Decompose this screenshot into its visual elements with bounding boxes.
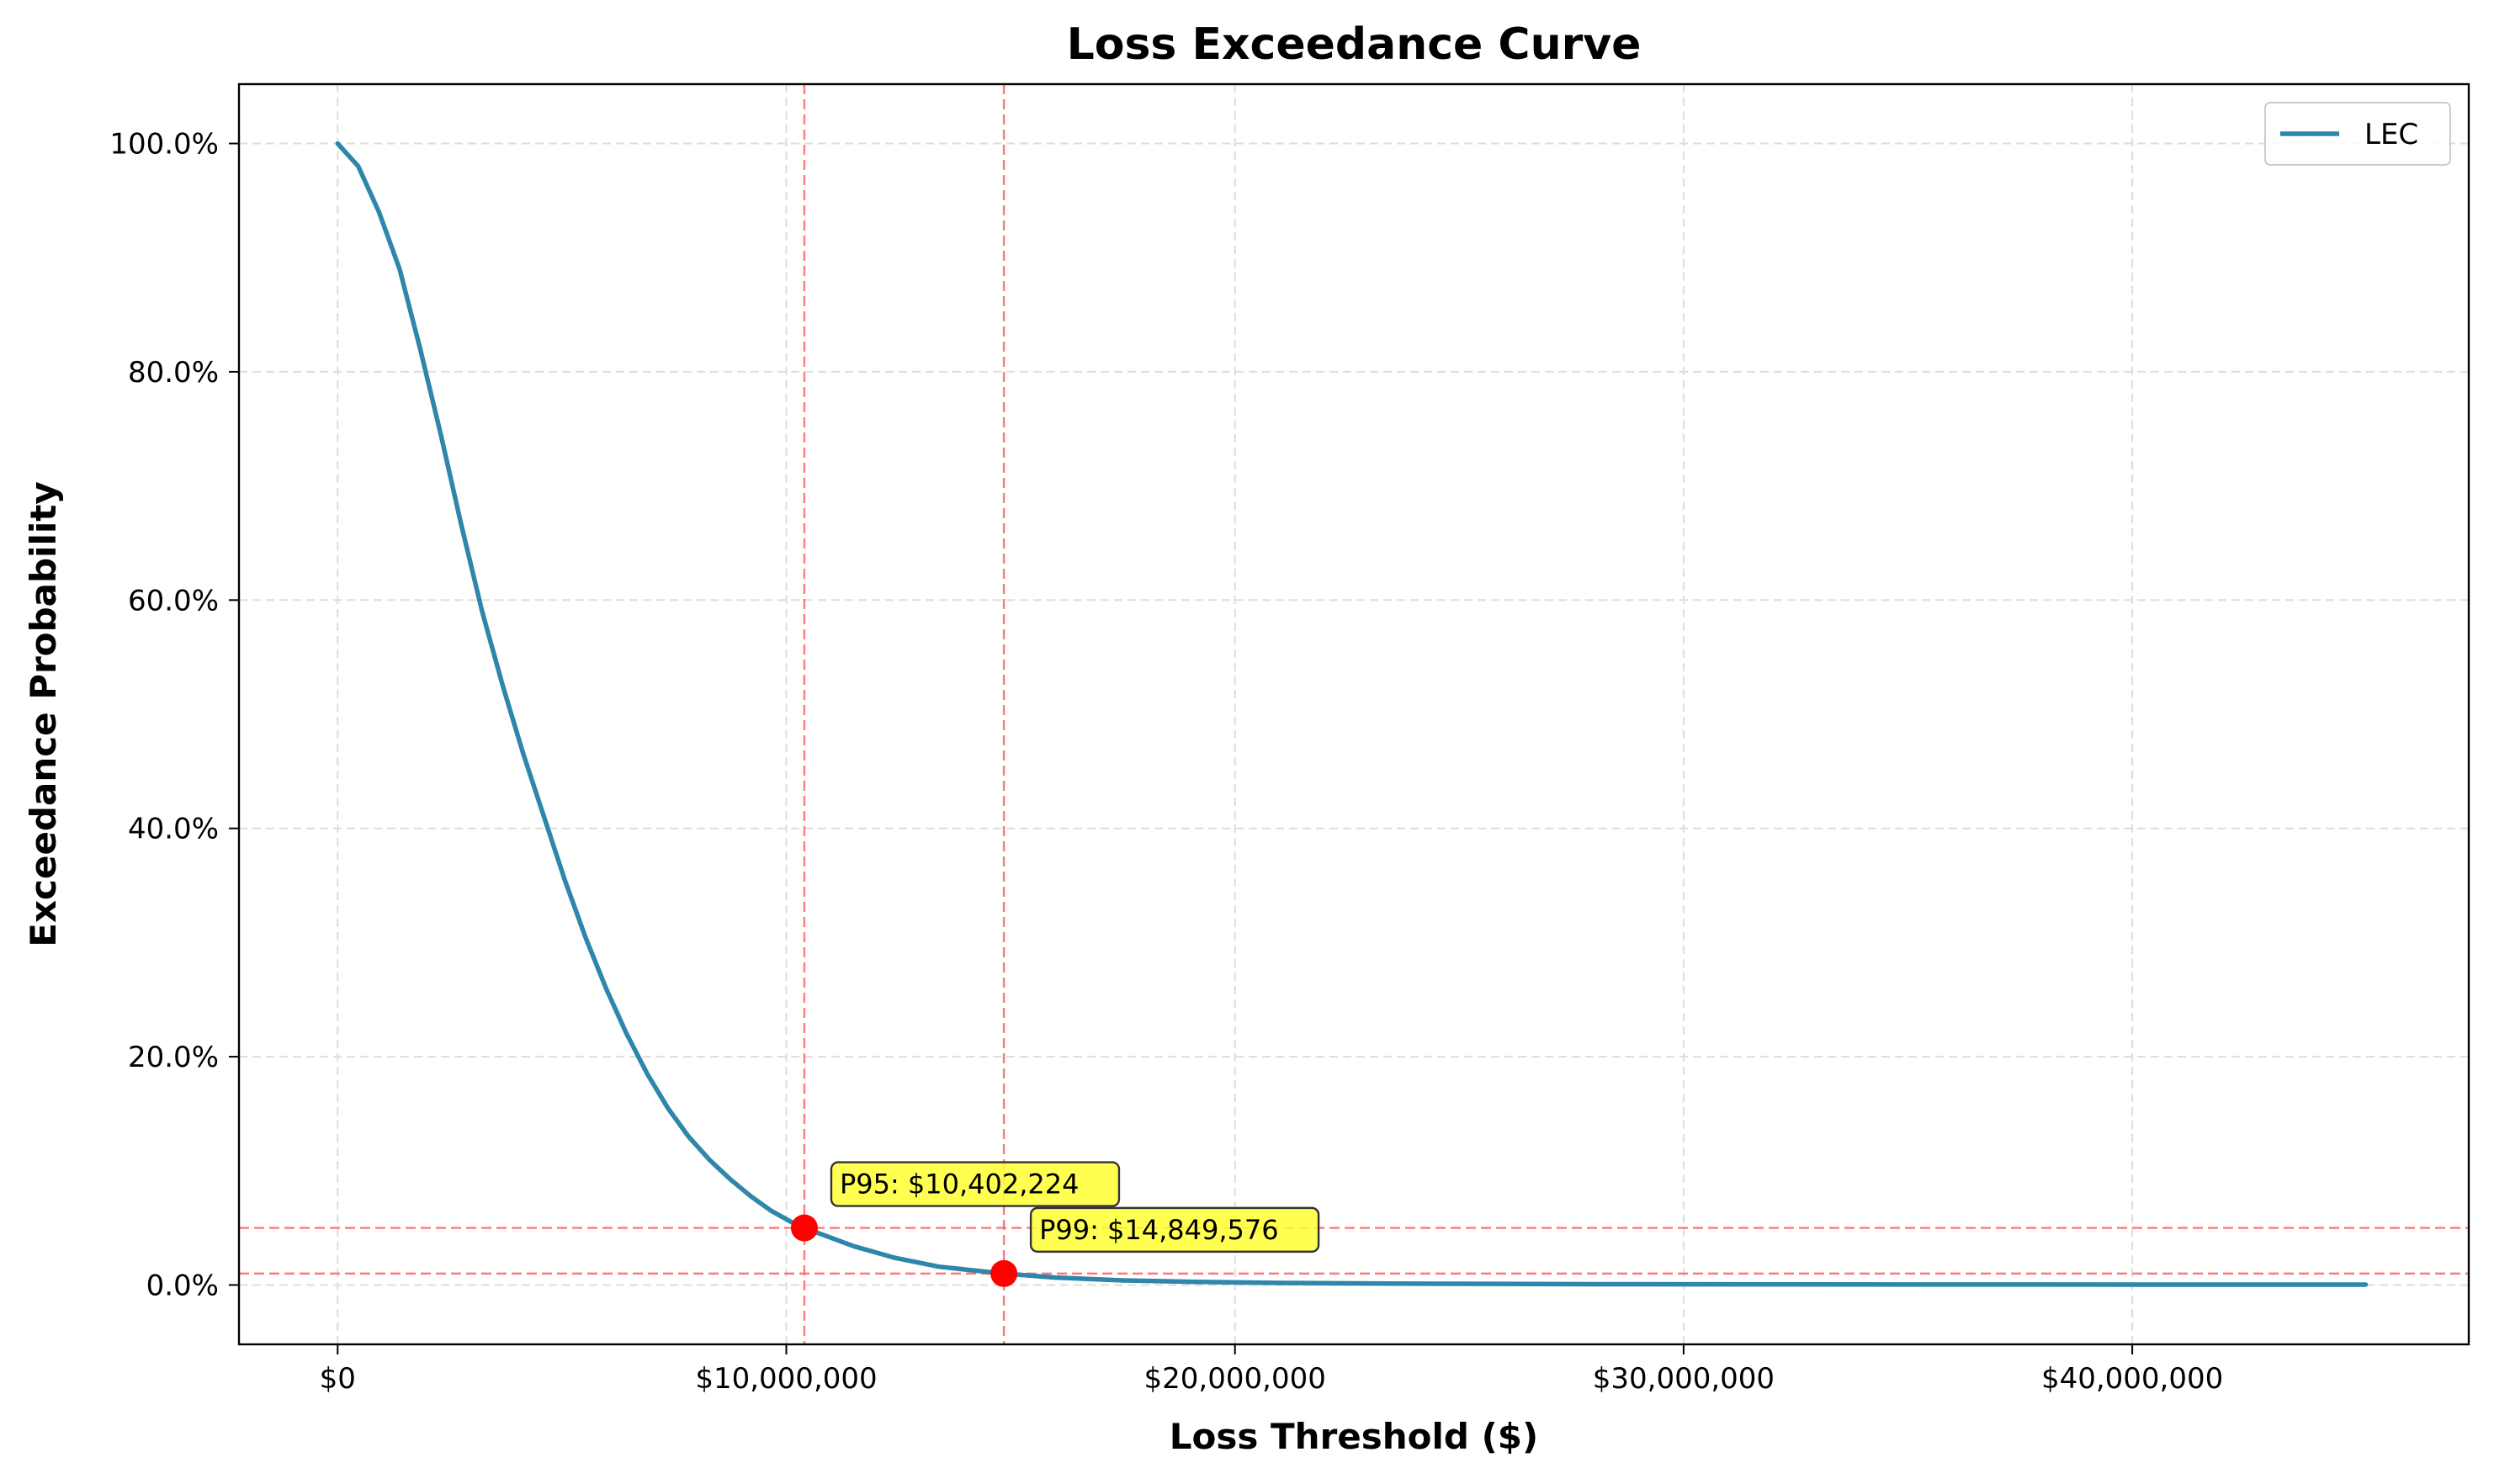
x-tick-label: $0 bbox=[320, 1362, 356, 1396]
reference-lines bbox=[239, 84, 2469, 1344]
annotation-box bbox=[1029, 1206, 1320, 1253]
series-layer bbox=[335, 140, 2369, 1287]
percentile-marker bbox=[990, 1259, 1018, 1287]
legend-box bbox=[2264, 102, 2451, 166]
percentile-marker bbox=[790, 1214, 818, 1242]
y-tick-label: 100.0% bbox=[109, 128, 219, 162]
legend-label: LEC bbox=[2364, 118, 2418, 151]
y-axis-title: Exceedance Probability bbox=[23, 481, 64, 946]
grid bbox=[239, 84, 2469, 1344]
plot-frame bbox=[237, 82, 2470, 1346]
x-tick-label: $30,000,000 bbox=[1593, 1362, 1775, 1396]
y-tick-label: 60.0% bbox=[128, 584, 219, 617]
annotations: P95: $10,402,224 P99: $14,849,576 bbox=[830, 1161, 1320, 1253]
annotation-label: P95: $10,402,224 bbox=[840, 1169, 1080, 1200]
x-axis-title: Loss Threshold ($) bbox=[1170, 1416, 1538, 1457]
y-tick-label: 0.0% bbox=[146, 1269, 219, 1302]
marker-layer bbox=[790, 1214, 1018, 1287]
chart-title: Loss Exceedance Curve bbox=[1067, 19, 1642, 70]
series-line-lec bbox=[335, 140, 2369, 1287]
x-tick-label: $40,000,000 bbox=[2041, 1362, 2223, 1396]
x-axis-ticks: $0 $10,000,000 $20,000,000 $30,000,000 $40,0… bbox=[320, 1344, 2223, 1396]
x-tick-label: $10,000,000 bbox=[695, 1362, 877, 1396]
annotation-box bbox=[830, 1161, 1121, 1207]
legend: LEC bbox=[2264, 102, 2451, 166]
annotation-label: P99: $14,849,576 bbox=[1039, 1214, 1279, 1246]
x-tick-label: $20,000,000 bbox=[1144, 1362, 1326, 1396]
y-tick-label: 40.0% bbox=[128, 813, 219, 846]
y-axis-ticks: 0.0% 20.0% 40.0% 60.0% 80.0% 100.0% bbox=[109, 128, 239, 1302]
y-tick-label: 20.0% bbox=[128, 1041, 219, 1074]
y-tick-label: 80.0% bbox=[128, 356, 219, 390]
